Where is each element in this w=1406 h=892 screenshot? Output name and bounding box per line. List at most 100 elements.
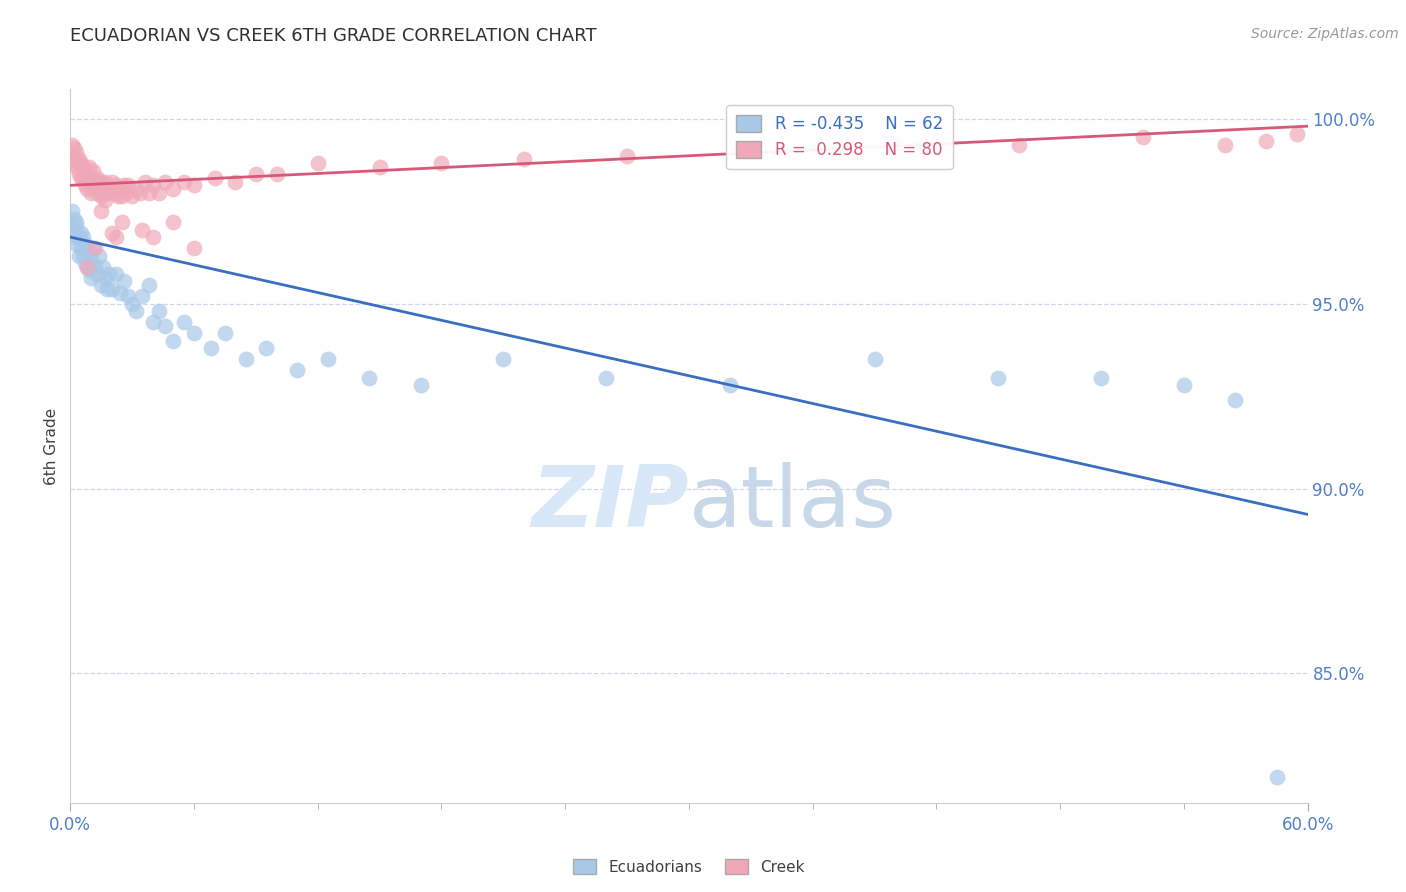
Point [65, 219, 87, 233]
Point [76, 182, 98, 196]
Point [204, 170, 226, 185]
Point [76, 260, 98, 274]
Point [63, 211, 86, 226]
Point [107, 189, 129, 203]
Point [108, 182, 131, 196]
Text: ECUADORIAN VS CREEK 6TH GRADE CORRELATION CHART: ECUADORIAN VS CREEK 6TH GRADE CORRELATIO… [70, 27, 598, 45]
Point [162, 215, 184, 229]
Point [987, 370, 1010, 384]
Point [65, 153, 87, 167]
Point [77, 175, 100, 189]
Point [90, 175, 112, 189]
Point [86, 267, 108, 281]
Point [98, 186, 121, 200]
Point [65, 215, 87, 229]
Point [112, 275, 135, 289]
Point [285, 363, 308, 377]
Point [616, 149, 638, 163]
Point [183, 326, 205, 341]
Point [162, 334, 184, 348]
Point [90, 278, 112, 293]
Point [67, 167, 90, 181]
Text: Source: ZipAtlas.com: Source: ZipAtlas.com [1251, 27, 1399, 41]
Point [73, 256, 96, 270]
Point [115, 186, 138, 200]
Point [131, 223, 153, 237]
Point [740, 145, 762, 159]
Point [1090, 370, 1112, 384]
Point [1286, 127, 1309, 141]
Point [121, 296, 143, 310]
Point [69, 170, 91, 185]
Point [60, 223, 83, 237]
Point [89, 249, 111, 263]
Point [60, 204, 83, 219]
Point [94, 193, 117, 207]
Point [117, 289, 139, 303]
Point [76, 167, 98, 181]
Point [100, 175, 122, 189]
Point [90, 204, 112, 219]
Point [863, 352, 886, 367]
Point [117, 178, 139, 193]
Point [69, 227, 91, 241]
Point [111, 215, 134, 229]
Point [173, 315, 195, 329]
Point [1256, 134, 1278, 148]
Point [121, 189, 143, 203]
Point [90, 189, 112, 203]
Point [67, 230, 90, 244]
Point [67, 249, 90, 263]
Point [513, 153, 536, 167]
Point [103, 186, 125, 200]
Point [224, 175, 246, 189]
Point [86, 186, 108, 200]
Y-axis label: 6th Grade: 6th Grade [44, 408, 59, 484]
Text: atlas: atlas [689, 461, 897, 545]
Point [214, 326, 236, 341]
Text: ZIP: ZIP [531, 461, 689, 545]
Point [84, 241, 107, 255]
Legend: Ecuadorians, Creek: Ecuadorians, Creek [567, 853, 811, 880]
Point [254, 341, 277, 355]
Point [65, 237, 87, 252]
Point [368, 160, 391, 174]
Point [69, 241, 91, 255]
Point [72, 170, 94, 185]
Point [76, 241, 98, 255]
Point [96, 282, 118, 296]
Point [84, 260, 107, 274]
Point [1132, 130, 1154, 145]
Point [235, 352, 257, 367]
Point [100, 282, 122, 296]
Point [91, 260, 114, 274]
Point [67, 153, 90, 167]
Point [104, 230, 127, 244]
Point [86, 170, 108, 185]
Point [104, 267, 127, 281]
Point [65, 160, 87, 174]
Point [94, 175, 117, 189]
Point [718, 378, 741, 392]
Point [183, 241, 205, 255]
Point [77, 249, 100, 263]
Point [173, 175, 195, 189]
Point [492, 352, 515, 367]
Point [77, 160, 100, 174]
Point [80, 186, 103, 200]
Point [153, 318, 176, 333]
Point [1213, 137, 1236, 152]
Point [142, 315, 165, 329]
Point [134, 175, 156, 189]
Point [84, 182, 107, 196]
Point [98, 267, 121, 281]
Point [266, 167, 288, 181]
Point [91, 186, 114, 200]
Point [1008, 137, 1031, 152]
Point [108, 285, 131, 300]
Point [96, 182, 118, 196]
Point [89, 175, 111, 189]
Point [125, 304, 148, 318]
Point [125, 182, 148, 196]
Point [111, 189, 134, 203]
